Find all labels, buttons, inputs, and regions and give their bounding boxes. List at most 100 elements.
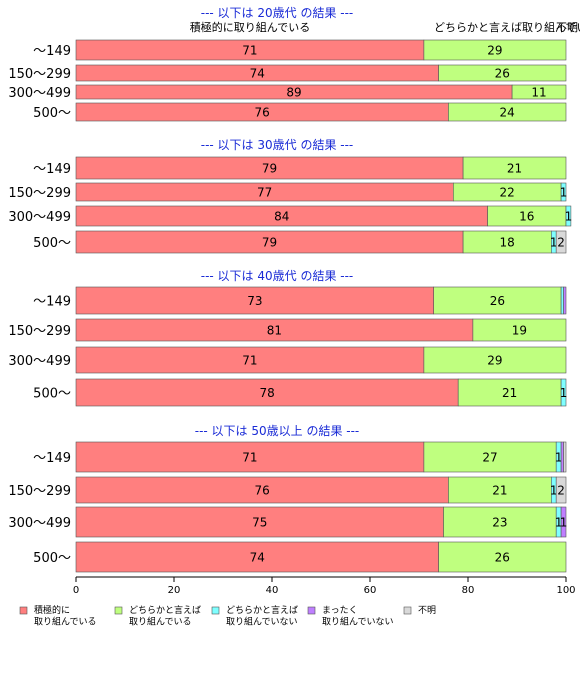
category-label: 300～499 — [8, 210, 71, 225]
data-label: 16 — [519, 210, 534, 224]
data-label: 74 — [250, 67, 265, 81]
data-label: 73 — [247, 294, 262, 308]
category-label: ～149 — [33, 44, 71, 59]
bar-segment — [560, 378, 567, 407]
data-label: 11 — [531, 86, 546, 100]
bar-segment — [560, 506, 567, 538]
bar-segment — [75, 441, 425, 473]
data-label: 1 — [555, 451, 563, 465]
bar-segment — [423, 39, 567, 61]
data-label: 29 — [487, 354, 502, 368]
legend-swatch — [403, 606, 412, 615]
group-title: --- 以下は 30歳代 の結果 --- — [201, 138, 354, 152]
bar-segment — [563, 441, 567, 473]
data-label: 71 — [242, 44, 257, 58]
bar-segment — [560, 182, 567, 202]
data-label: 78 — [259, 386, 274, 400]
data-label: 18 — [500, 236, 515, 250]
data-label: 26 — [495, 67, 510, 81]
data-label: 79 — [262, 162, 277, 176]
bar-segment — [565, 205, 572, 227]
bar-segment — [75, 506, 444, 538]
category-label: 150～299 — [8, 484, 71, 499]
category-label: 150～299 — [8, 186, 71, 201]
legend-swatch — [307, 606, 316, 615]
column-header: どちらかと言えば取り組んでいる — [434, 21, 580, 34]
bar-segment — [423, 346, 567, 374]
category-label: 300～499 — [8, 516, 71, 531]
data-label: 1 — [560, 186, 568, 200]
category-label: 500～ — [33, 551, 71, 566]
data-label: 1 — [560, 386, 568, 400]
bar-segment — [472, 318, 567, 342]
bar-segment — [560, 441, 564, 473]
legend-swatch — [114, 606, 123, 615]
bar-segment — [448, 476, 552, 504]
bar-segment — [457, 378, 562, 407]
bar-segment — [555, 230, 567, 254]
x-tick-label: 40 — [266, 585, 279, 596]
category-label: 500～ — [33, 106, 71, 121]
data-label: 71 — [242, 354, 257, 368]
data-label: 1 — [555, 516, 563, 530]
legend-label: どちらかと言えば取り組んでいない — [226, 604, 298, 627]
x-tick-label: 20 — [168, 585, 181, 596]
data-label: 2 — [557, 484, 565, 498]
x-tick-label: 60 — [364, 585, 377, 596]
bar-segment — [555, 476, 567, 504]
legend-swatch — [211, 606, 220, 615]
data-label: 26 — [490, 294, 505, 308]
bar-segment — [560, 286, 564, 315]
bar-segment — [448, 102, 567, 122]
category-label: 300～499 — [8, 354, 71, 369]
category-label: 150～299 — [8, 324, 71, 339]
data-label: 1 — [550, 236, 558, 250]
group-title: --- 以下は 40歳代 の結果 --- — [201, 269, 354, 283]
bar-segment — [438, 541, 567, 573]
data-label: 22 — [500, 186, 515, 200]
bar-segment — [423, 441, 557, 473]
data-label: 24 — [500, 106, 515, 120]
data-label: 76 — [255, 484, 270, 498]
data-label: 29 — [487, 44, 502, 58]
column-header: 不明 — [556, 21, 578, 34]
bar-segment — [75, 346, 425, 374]
data-label: 77 — [257, 186, 272, 200]
category-label: 150～299 — [8, 67, 71, 82]
legend-swatch — [19, 606, 28, 615]
data-label: 74 — [250, 551, 265, 565]
legend-label: 不明 — [418, 605, 436, 616]
category-label: 300～499 — [8, 86, 71, 101]
data-label: 1 — [560, 516, 568, 530]
group-title: --- 以下は 50歳以上 の結果 --- — [195, 424, 360, 438]
data-label: 84 — [274, 210, 289, 224]
data-label: 76 — [255, 106, 270, 120]
legend-label: まったく取り組んでいない — [322, 605, 394, 627]
legend-label: 積極的に取り組んでいる — [34, 604, 97, 627]
bar-segment — [462, 156, 567, 180]
data-label: 23 — [492, 516, 507, 530]
data-label: 75 — [252, 516, 267, 530]
data-label: 19 — [512, 324, 527, 338]
data-label: 79 — [262, 236, 277, 250]
column-header: 積極的に取り組んでいる — [190, 20, 310, 34]
data-label: 27 — [482, 451, 497, 465]
x-tick-label: 0 — [73, 585, 79, 596]
category-label: 500～ — [33, 387, 71, 402]
data-label: 1 — [565, 210, 573, 224]
bar-segment — [443, 506, 557, 538]
data-label: 26 — [495, 551, 510, 565]
category-label: ～149 — [33, 295, 71, 310]
bar-segment — [563, 286, 567, 315]
category-label: ～149 — [33, 451, 71, 466]
bar-segment — [511, 84, 567, 100]
legend-label: どちらかと言えば取り組んでいる — [129, 604, 201, 627]
data-label: 21 — [502, 386, 517, 400]
data-label: 81 — [267, 324, 282, 338]
data-label: 21 — [507, 162, 522, 176]
data-label: 2 — [557, 236, 565, 250]
x-tick-label: 80 — [462, 585, 475, 596]
data-label: 1 — [550, 484, 558, 498]
data-label: 21 — [492, 484, 507, 498]
